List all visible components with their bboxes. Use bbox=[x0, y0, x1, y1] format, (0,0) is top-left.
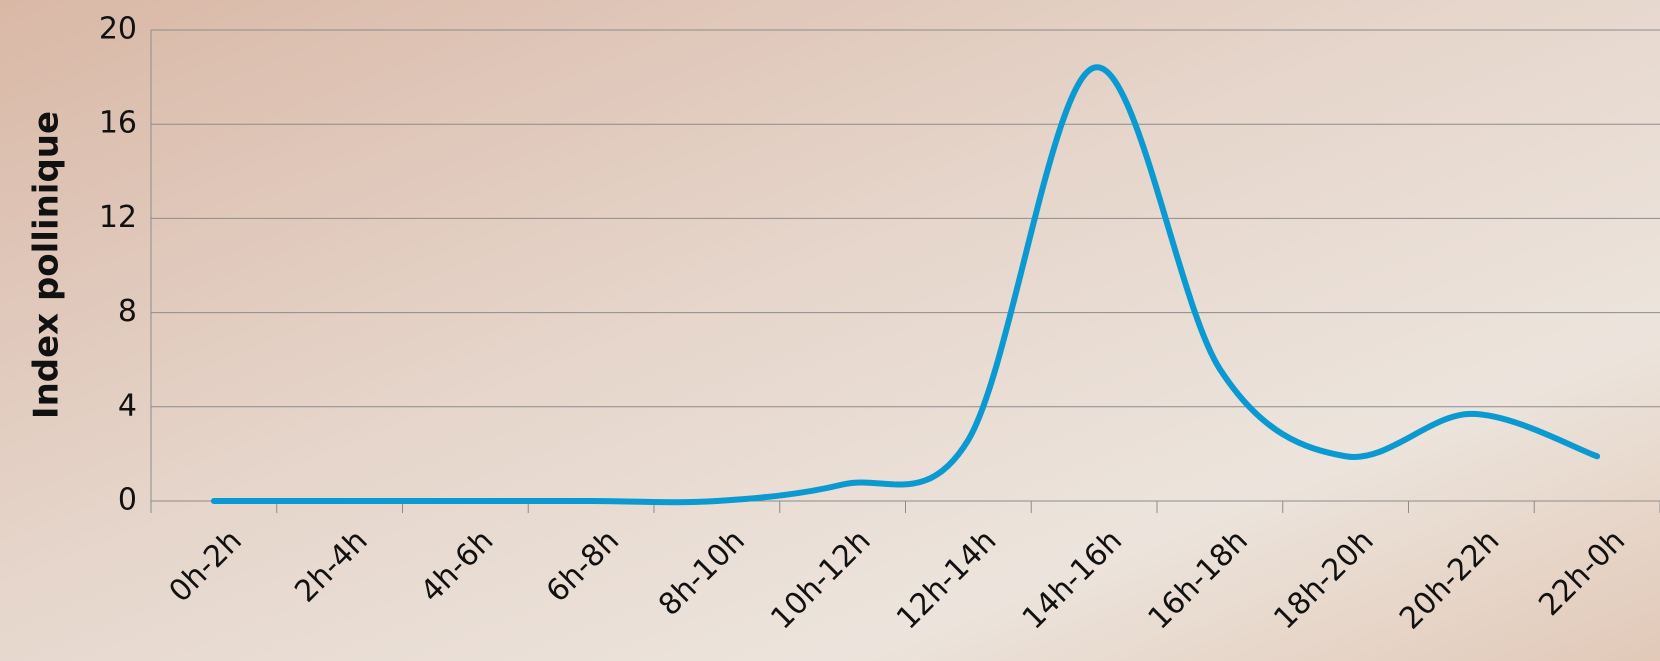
y-tick-label: 8 bbox=[118, 294, 137, 329]
line bbox=[210, 64, 1601, 506]
y-tick-label: 12 bbox=[99, 200, 137, 235]
y-tick-label: 4 bbox=[118, 388, 137, 423]
y-axis-label: Index pollinique bbox=[27, 111, 67, 419]
y-tick-label: 20 bbox=[99, 12, 137, 47]
y-tick-label: 0 bbox=[118, 483, 137, 518]
y-tick-label: 16 bbox=[99, 106, 137, 141]
